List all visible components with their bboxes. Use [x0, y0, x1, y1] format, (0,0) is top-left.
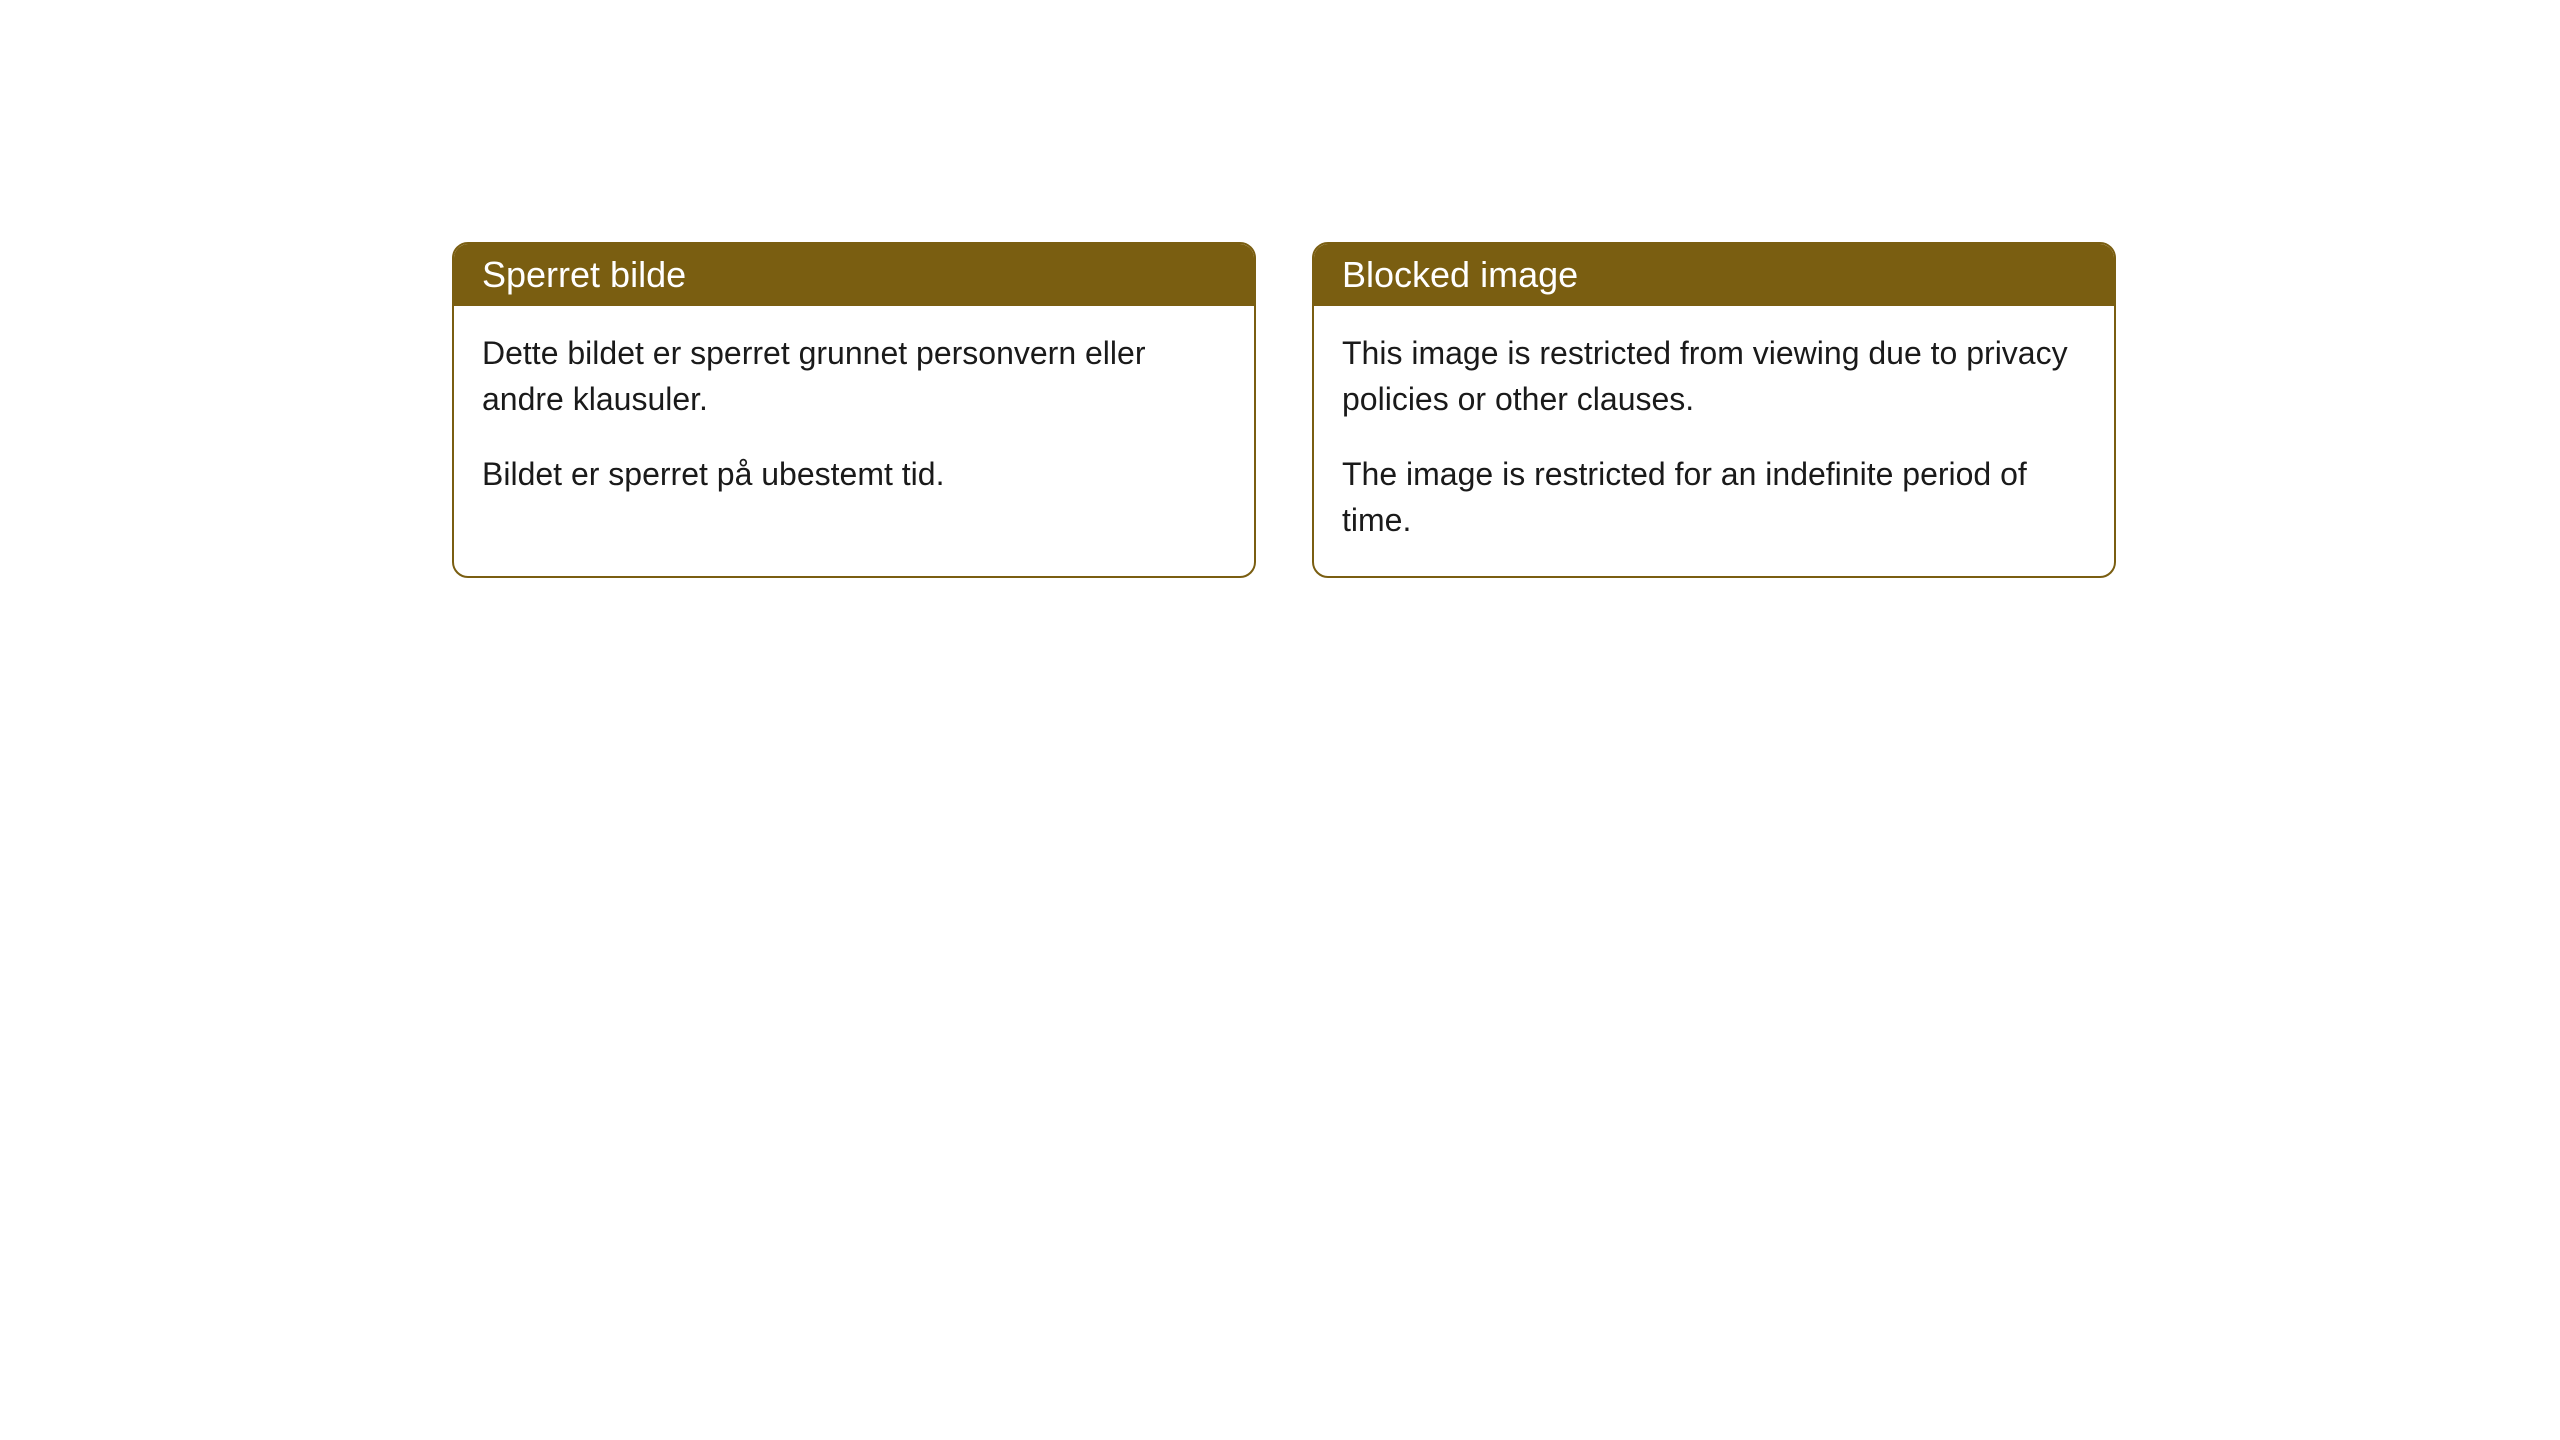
card-header-english: Blocked image [1314, 244, 2114, 306]
card-header-norwegian: Sperret bilde [454, 244, 1254, 306]
card-title: Sperret bilde [482, 254, 686, 295]
card-paragraph-1: Dette bildet er sperret grunnet personve… [482, 330, 1226, 423]
card-body-norwegian: Dette bildet er sperret grunnet personve… [454, 306, 1254, 529]
card-norwegian: Sperret bilde Dette bildet er sperret gr… [452, 242, 1256, 578]
card-paragraph-2: Bildet er sperret på ubestemt tid. [482, 451, 1226, 497]
cards-container: Sperret bilde Dette bildet er sperret gr… [0, 0, 2560, 578]
card-english: Blocked image This image is restricted f… [1312, 242, 2116, 578]
card-paragraph-1: This image is restricted from viewing du… [1342, 330, 2086, 423]
card-paragraph-2: The image is restricted for an indefinit… [1342, 451, 2086, 544]
card-body-english: This image is restricted from viewing du… [1314, 306, 2114, 576]
card-title: Blocked image [1342, 254, 1578, 295]
